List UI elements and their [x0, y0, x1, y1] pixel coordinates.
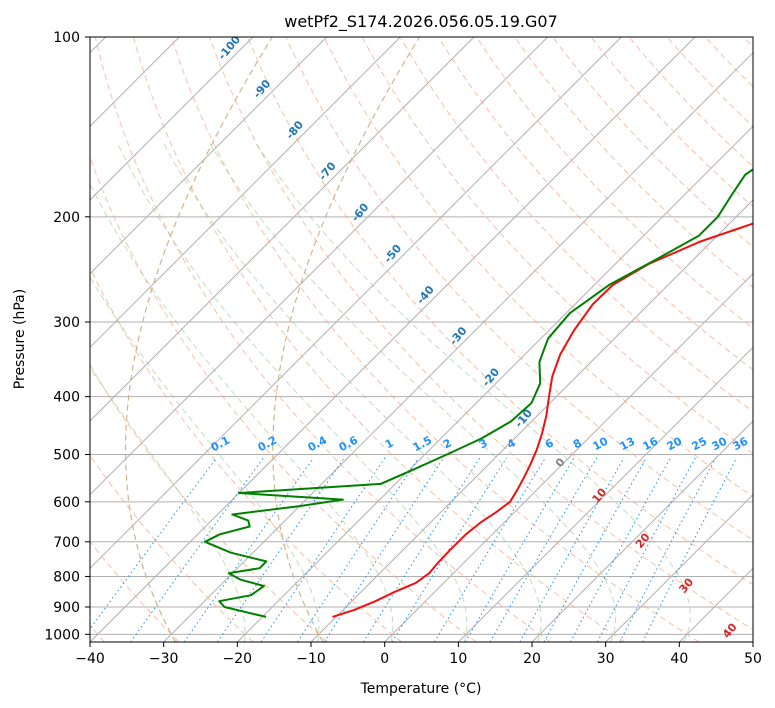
moist-adiabat	[117, 143, 468, 642]
mixing-ratio-line	[362, 457, 481, 642]
mixing-ratio-lines	[90, 457, 738, 642]
mixing-ratio-label: 13	[618, 435, 638, 454]
mixing-ratio-label: 36	[731, 434, 751, 453]
dry-adiabat	[171, 37, 700, 642]
isotherm-line	[90, 37, 622, 570]
x-tick-label: −20	[223, 651, 253, 667]
moist-adiabat	[209, 143, 617, 642]
y-tick-label: 500	[53, 448, 80, 464]
y-tick-label: 400	[53, 390, 80, 406]
dry-adiabat	[628, 37, 753, 168]
mixing-ratio-line	[297, 457, 420, 642]
mixing-ratio-line	[130, 457, 264, 642]
y-tick-label: 300	[53, 315, 80, 331]
x-tick-label: −10	[296, 651, 326, 667]
dry-adiabat	[437, 37, 753, 371]
dry-adiabat	[90, 454, 254, 642]
mixing-ratio-label: 16	[641, 434, 661, 453]
x-axis-ticks: −40 −30 −20 −10 0 10 20 30 40 50	[75, 642, 762, 667]
moist-adiabat-lines	[90, 143, 691, 642]
mixing-ratio-label: 20	[665, 434, 685, 453]
dry-adiabat	[514, 37, 753, 289]
dry-adiabat	[361, 37, 753, 455]
isotherm-line	[90, 37, 254, 201]
isotherm-line	[384, 272, 753, 642]
y-tick-label: 600	[53, 495, 80, 511]
dry-adiabat	[323, 37, 753, 498]
mixing-ratio-line	[391, 457, 508, 642]
y-tick-label: 700	[53, 535, 80, 551]
mixing-ratio-line	[519, 457, 625, 642]
plot-frame	[89, 36, 754, 643]
dry-adiabat	[90, 266, 403, 642]
mixing-ratio-line	[260, 457, 386, 642]
mixing-ratio-label: 30	[710, 434, 730, 453]
dewpoint-profile-line	[203, 168, 753, 618]
y-tick-label: 200	[53, 210, 80, 226]
dry-adiabat	[285, 37, 753, 541]
x-tick-label: 10	[449, 651, 467, 667]
x-tick-label: −40	[75, 651, 105, 667]
y-tick-label: 1000	[44, 627, 80, 643]
x-tick-label: 30	[597, 651, 615, 667]
mixing-ratio-line	[569, 457, 672, 642]
dry-adiabat	[209, 37, 753, 631]
y-tick-label: 800	[53, 569, 80, 585]
dry-adiabat	[94, 37, 551, 642]
mixing-ratio-line	[183, 457, 315, 642]
isotherm-lines	[90, 37, 753, 642]
x-tick-label: 40	[670, 651, 688, 667]
x-tick-label: 0	[380, 651, 389, 667]
theta-e-curve	[124, 37, 273, 642]
mixing-ratio-line	[596, 457, 696, 642]
dry-adiabat-lines	[90, 37, 753, 642]
isotherm-line	[531, 420, 753, 642]
plot-area: -100-90-80-70-60-50-40-30-20-10010203040…	[90, 37, 753, 642]
x-tick-label: 50	[744, 651, 762, 667]
x-axis-label: Temperature (°C)	[360, 681, 482, 697]
profile-series	[203, 168, 753, 618]
mixing-ratio-line	[543, 457, 647, 642]
moist-adiabat	[256, 143, 691, 642]
y-axis-label: Pressure (hPa)	[12, 289, 28, 389]
dry-adiabat	[90, 155, 477, 642]
isotherm-line	[90, 37, 696, 642]
y-tick-label: 100	[53, 30, 80, 46]
isotherm-line	[457, 346, 753, 642]
dry-adiabat	[132, 37, 625, 642]
isotherm-line	[310, 199, 753, 642]
x-tick-label: −30	[149, 651, 179, 667]
temperature-profile-line	[332, 222, 753, 618]
dry-adiabat	[247, 37, 753, 586]
isotherm-line	[236, 125, 753, 642]
isotherm-line	[163, 51, 753, 642]
y-axis-ticks: 100 200 300 400 500 600 700 800 900 1000	[44, 30, 90, 643]
x-tick-label: 20	[523, 651, 541, 667]
chart-title: wetPf2_S174.2026.056.05.19.G07	[284, 12, 558, 32]
mixing-ratio-line	[642, 457, 738, 642]
theta-e-curve	[272, 37, 421, 642]
mixing-ratio-label: 10	[591, 434, 611, 453]
moist-adiabat	[90, 276, 320, 642]
y-tick-label: 900	[53, 600, 80, 616]
isotherm-line	[90, 37, 475, 422]
isotherm-line	[90, 37, 401, 349]
mixing-ratio-line	[323, 457, 445, 642]
isotherm-line	[90, 37, 549, 496]
isotherm-line	[605, 493, 753, 642]
theta-e-curves	[124, 37, 421, 642]
dry-adiabat	[399, 37, 753, 413]
pressure-gridlines	[90, 37, 753, 635]
mixing-ratio-label: 25	[690, 435, 710, 454]
isotherm-line	[90, 37, 328, 275]
moist-adiabat	[90, 182, 394, 642]
